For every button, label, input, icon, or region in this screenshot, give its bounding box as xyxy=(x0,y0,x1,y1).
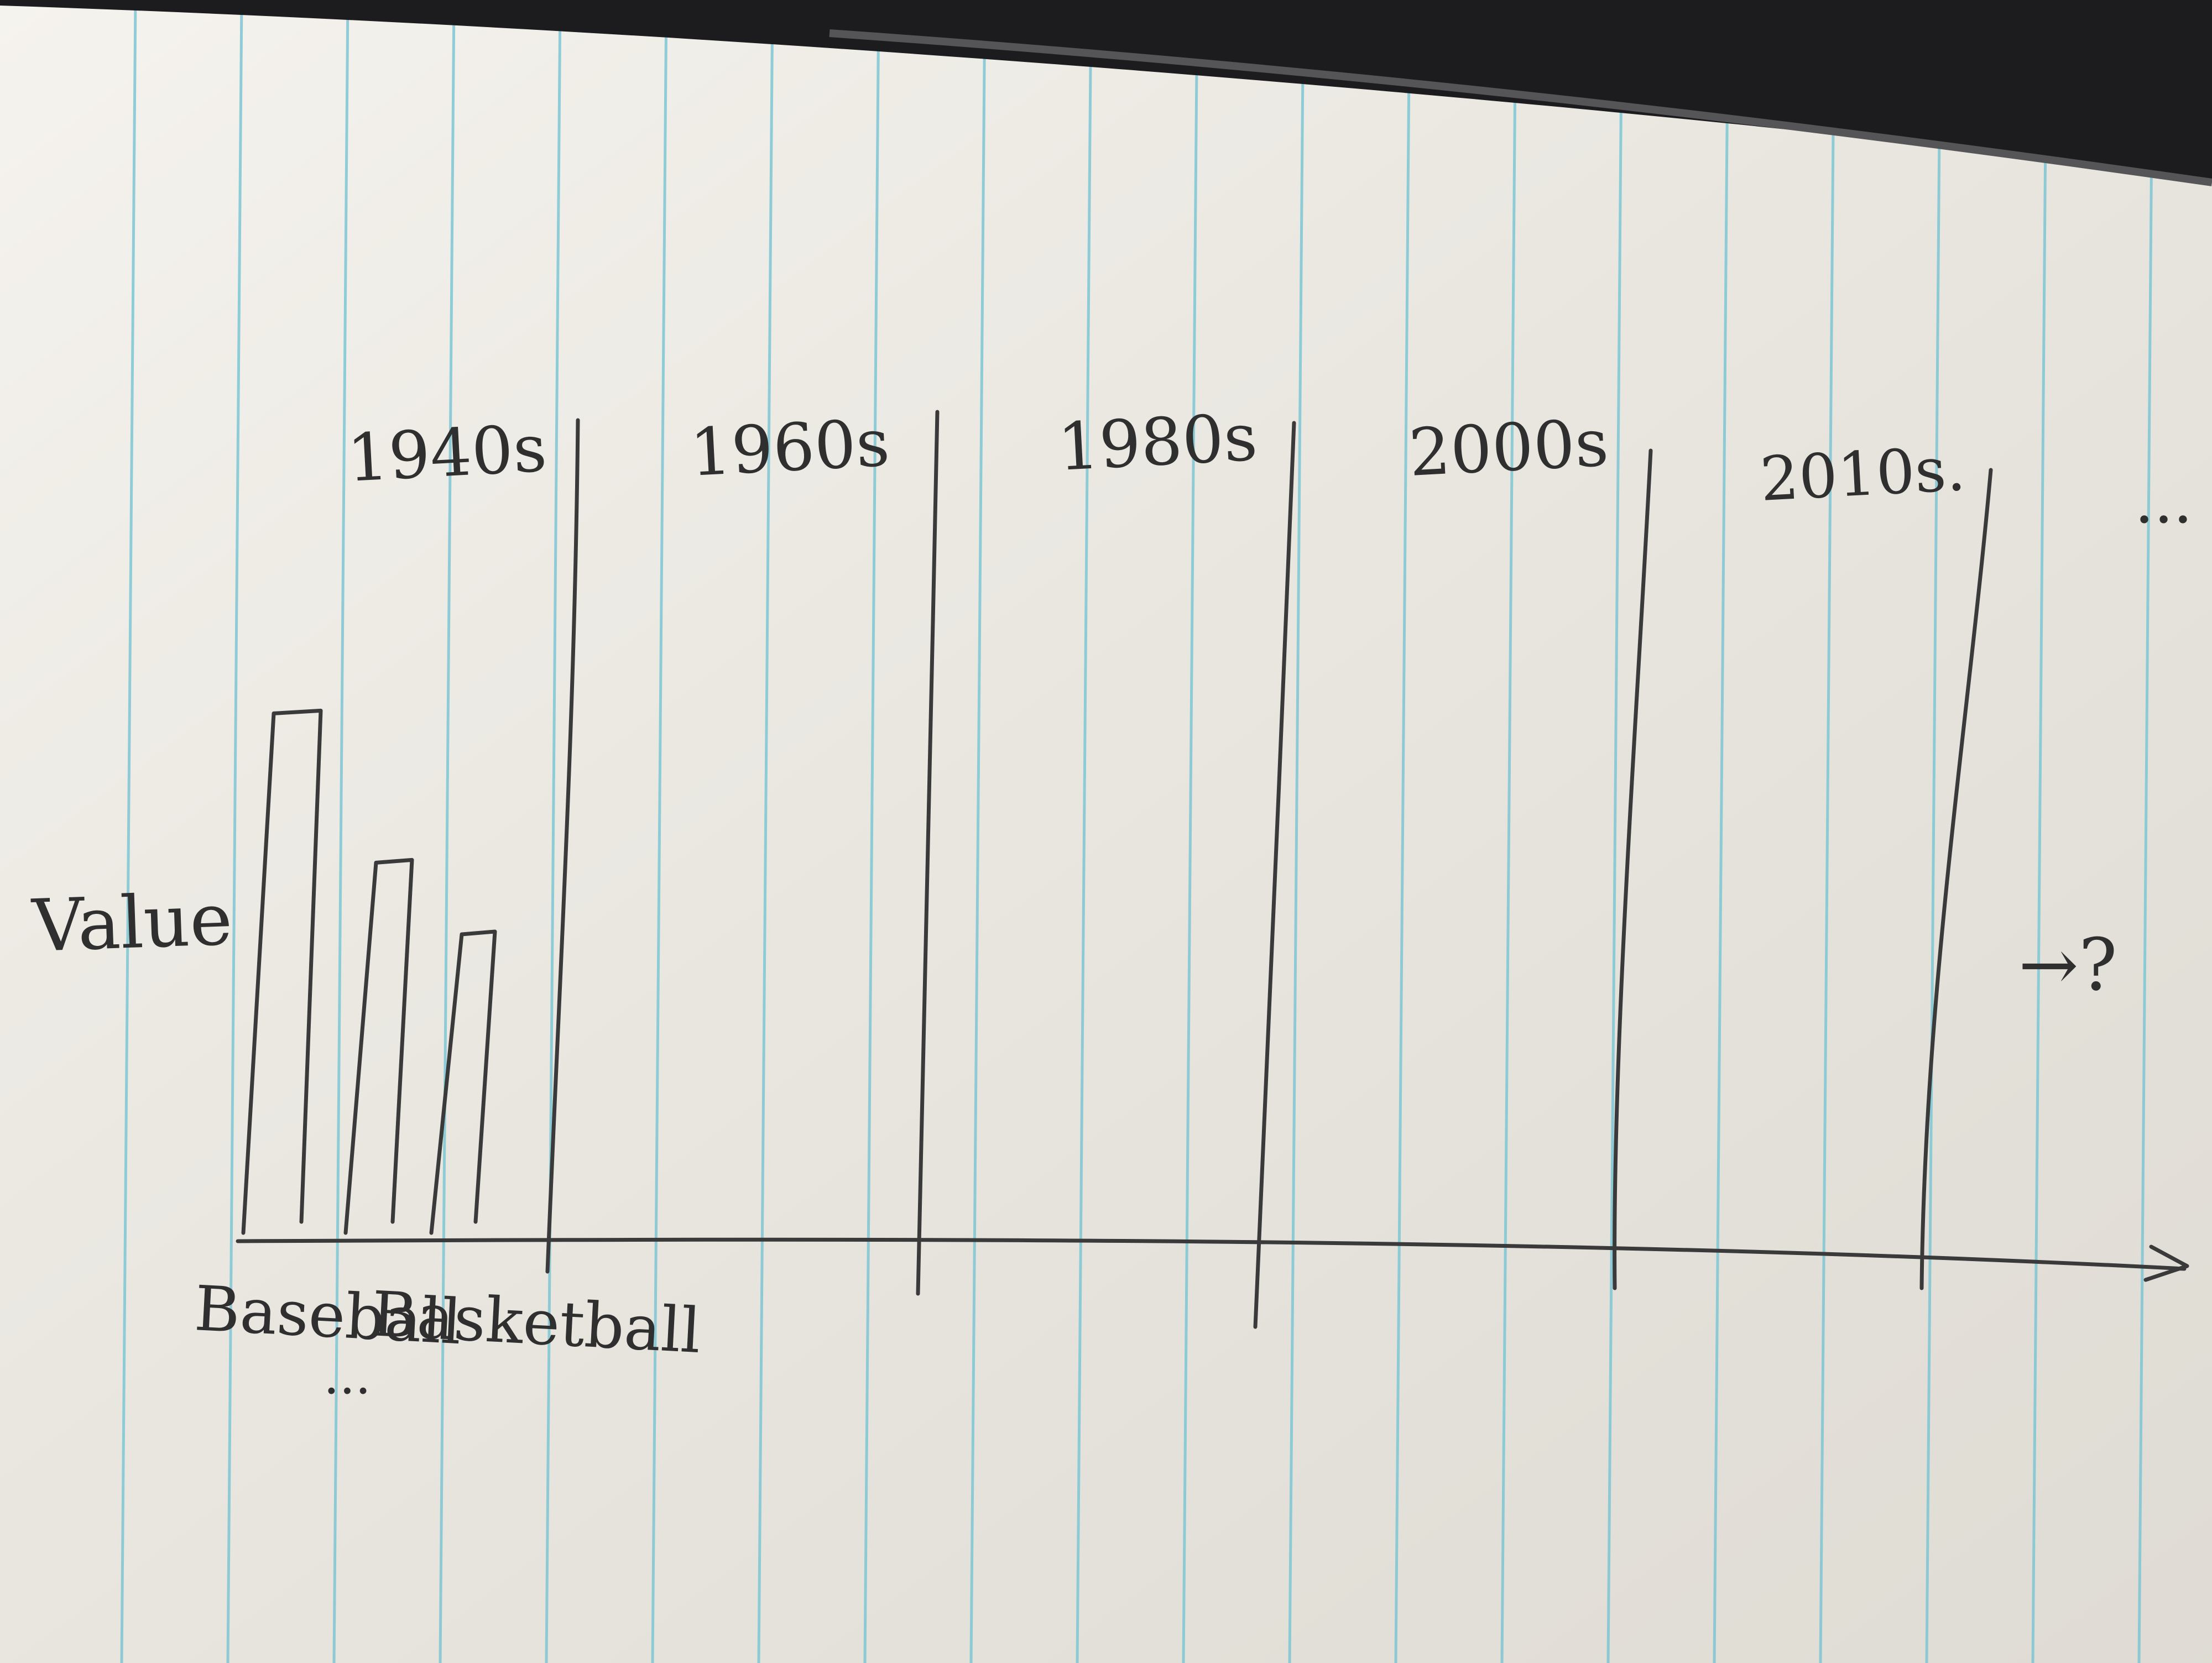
bar xyxy=(429,929,497,1235)
decade-separator xyxy=(916,410,940,1296)
decade-label-1960s: 1960s xyxy=(688,404,891,491)
pencil-sketch xyxy=(236,410,2189,1329)
ruled-line xyxy=(439,0,456,1663)
x-axis xyxy=(236,1237,2187,1271)
decade-label-1980s: 1980s xyxy=(1056,399,1259,485)
device-edge xyxy=(0,0,2212,186)
ruled-line xyxy=(120,0,137,1663)
decade-label-2010s: 2010s. xyxy=(1759,433,1968,515)
bar xyxy=(343,857,414,1235)
ruled-line xyxy=(545,0,562,1663)
ruled-line xyxy=(2031,0,2048,1663)
ruled-line xyxy=(332,0,349,1663)
device-bezel xyxy=(0,0,2212,182)
bar xyxy=(241,708,323,1235)
ruled-line xyxy=(1713,0,1730,1663)
ruled-line xyxy=(2137,0,2154,1663)
ruled-line xyxy=(226,0,243,1663)
ruled-line xyxy=(1182,0,1199,1663)
decade-label-2000s: 2000s xyxy=(1407,404,1610,491)
decade-separator xyxy=(1253,421,1296,1329)
decade-separator xyxy=(1919,468,1993,1290)
ruled-line xyxy=(1500,0,1517,1663)
sketch-labels: Value 1940s 1960s 1980s 2000s 2010s. ...… xyxy=(30,399,2193,1405)
ruled-line xyxy=(1076,0,1093,1663)
ruled-line xyxy=(1288,0,1305,1663)
ruled-line xyxy=(1606,0,1624,1663)
ruled-line xyxy=(651,0,668,1663)
device-bezel-edge xyxy=(829,29,2212,186)
x-axis-arrowhead xyxy=(2143,1244,2189,1282)
ruled-line xyxy=(1819,0,1836,1663)
ruled-line xyxy=(757,0,774,1663)
decade-label-1940s: 1940s xyxy=(345,410,549,496)
decade-overflow-ellipsis: ... xyxy=(2135,466,2193,537)
decade-separator xyxy=(1613,448,1653,1290)
continue-arrow-mark: →? xyxy=(2018,923,2117,1007)
ruled-line xyxy=(1394,0,1411,1663)
category-label-basketball: Basketball xyxy=(370,1278,703,1367)
decade-separator xyxy=(545,418,580,1274)
ruled-line xyxy=(1925,0,1942,1663)
y-axis-label: Value xyxy=(30,877,234,968)
category-label-baseball: Baseball xyxy=(193,1273,463,1358)
ruled-line xyxy=(969,0,987,1663)
category-overflow-ellipsis: ... xyxy=(324,1347,371,1405)
ruled-line xyxy=(863,0,880,1663)
